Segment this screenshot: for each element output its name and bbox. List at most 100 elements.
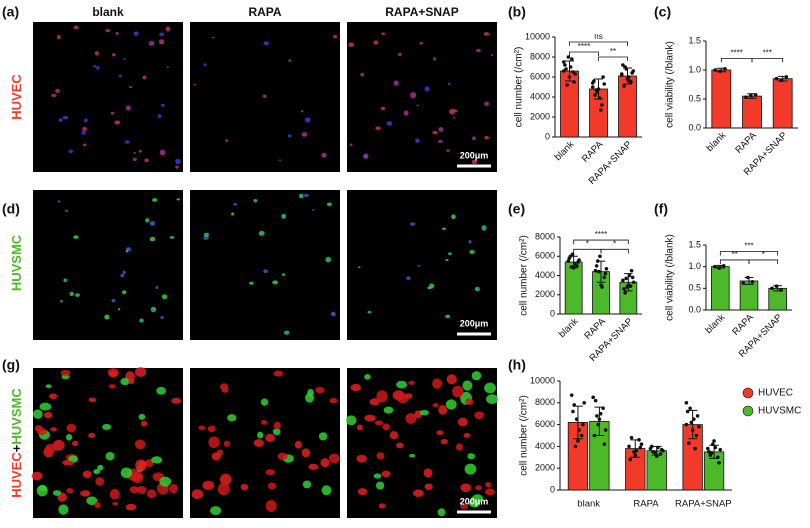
data-point: [603, 428, 608, 432]
cell: [142, 75, 147, 80]
cell: [160, 315, 164, 320]
y-tick-label: 4000: [535, 270, 555, 280]
data-point: [582, 401, 586, 405]
data-point: [630, 275, 635, 280]
cell: [346, 415, 357, 426]
cell: [373, 473, 382, 479]
data-point: [622, 287, 626, 291]
cell: [294, 440, 302, 449]
data-point: [706, 446, 710, 451]
error-bar: [623, 67, 632, 85]
cell: [211, 452, 221, 461]
row-label: HUVSMC: [9, 234, 24, 291]
row-label: HUVEC+HUVSMC: [9, 388, 24, 498]
data-point: [621, 278, 625, 283]
error-bar: [565, 60, 574, 82]
cell: [464, 398, 474, 405]
data-point: [565, 83, 569, 87]
cell: [66, 433, 73, 441]
x-tick-label: blank: [704, 130, 728, 154]
cell: [438, 405, 448, 415]
data-point: [649, 444, 654, 449]
legend-label: HUVSMC: [758, 406, 801, 417]
y-tick-label: 4000: [535, 441, 555, 451]
panel-label: (b): [508, 4, 526, 20]
cell: [175, 158, 181, 165]
cell: [73, 235, 79, 239]
cell: [129, 486, 139, 494]
x-tick-label: blank: [553, 139, 577, 163]
row-label-part: HUVEC: [9, 452, 24, 498]
y-tick-label: 0.5: [688, 283, 701, 293]
cell: [112, 501, 119, 506]
data-point: [590, 85, 595, 89]
cell: [60, 369, 71, 377]
cell: [462, 380, 473, 391]
significance-bracket: [598, 56, 628, 61]
data-point: [684, 422, 689, 427]
cell: [449, 108, 455, 115]
error-bar: [744, 277, 754, 285]
data-point: [604, 266, 609, 271]
panel-label: (e): [508, 201, 525, 217]
y-tick-label: 4000: [530, 91, 550, 101]
cell: [120, 377, 130, 386]
cell: [159, 149, 166, 156]
significance-bracket: [569, 51, 599, 56]
data-point: [581, 422, 585, 427]
cell: [364, 414, 376, 422]
cell: [303, 193, 309, 197]
significance-label: **: [610, 47, 616, 56]
cell: [417, 265, 421, 267]
cell: [263, 41, 270, 46]
data-point: [627, 444, 631, 449]
significance-bracket: [573, 239, 629, 245]
cell: [155, 286, 159, 290]
cell: [175, 165, 179, 169]
data-point: [602, 275, 607, 280]
cell: [152, 198, 158, 202]
cell: [97, 464, 104, 471]
cell: [281, 273, 286, 276]
y-axis-title: cell number (/cm²): [519, 395, 530, 476]
cell: [125, 250, 129, 253]
data-point: [712, 439, 716, 443]
cell: [419, 42, 424, 45]
cell: [278, 159, 282, 162]
cell: [140, 420, 148, 427]
panel-label: (d): [2, 201, 20, 217]
cell: [66, 423, 77, 433]
data-point: [594, 88, 598, 92]
cell: [389, 431, 399, 440]
cell: [120, 467, 133, 479]
bar: [618, 75, 637, 138]
cell: [148, 40, 155, 46]
y-tick-label: 1.0: [688, 64, 701, 74]
cell: [55, 88, 60, 94]
significance-label: ****: [595, 230, 607, 239]
data-point: [629, 268, 634, 273]
data-point: [628, 79, 632, 83]
cell: [219, 473, 232, 486]
data-point: [573, 444, 578, 449]
cell: [357, 488, 368, 496]
cell: [129, 85, 133, 88]
data-point: [687, 441, 691, 445]
cell: [350, 383, 362, 392]
cell: [95, 477, 105, 486]
cell: [217, 482, 230, 496]
cell: [364, 373, 371, 380]
cell: [210, 506, 222, 516]
significance-bracket: [720, 58, 753, 63]
cell: [50, 93, 57, 98]
panel-label: (a): [2, 4, 19, 20]
data-point: [561, 69, 566, 73]
cell: [383, 406, 394, 414]
error-bar: [687, 409, 698, 440]
cell: [261, 419, 268, 425]
cell: [321, 152, 327, 158]
cell: [138, 460, 148, 468]
cell: [445, 314, 451, 319]
cell: [315, 386, 325, 394]
bar: [711, 69, 732, 129]
